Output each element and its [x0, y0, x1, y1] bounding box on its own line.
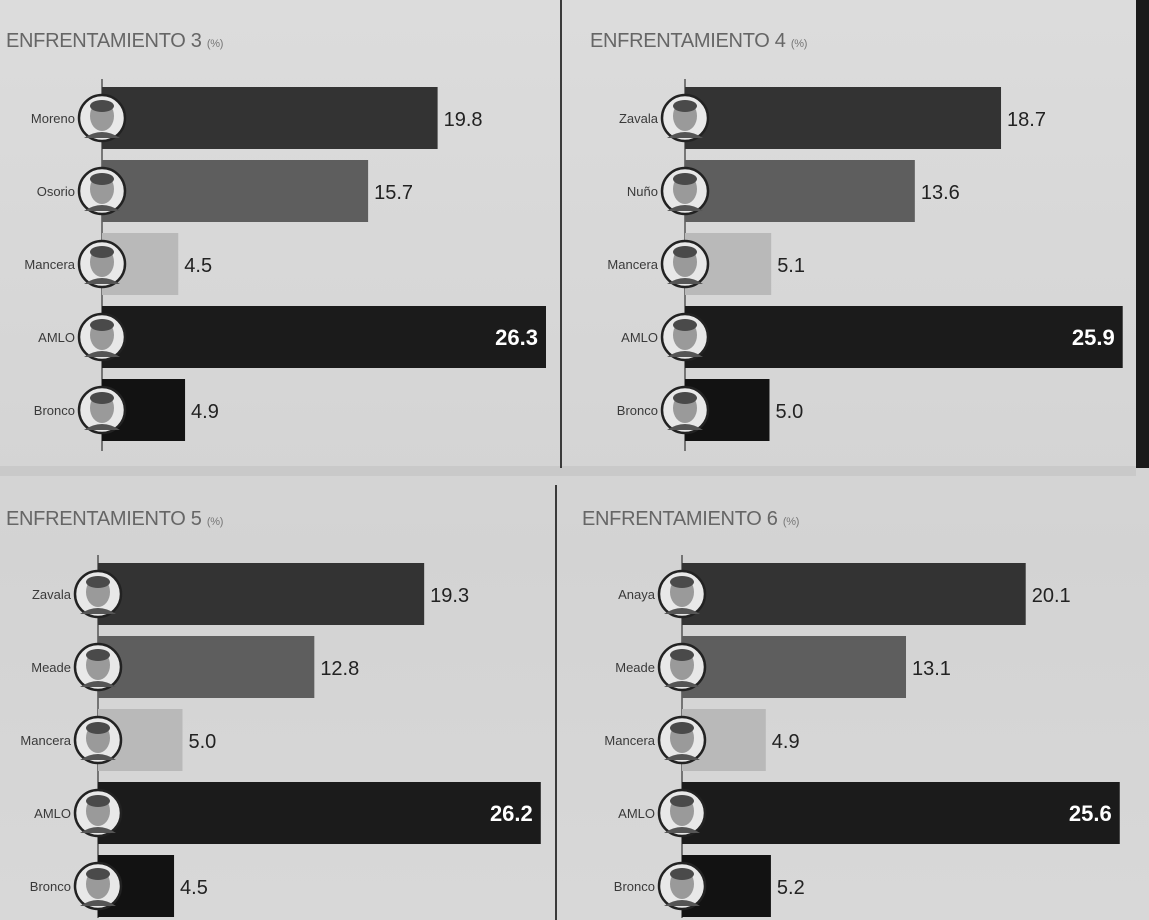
data-label: 4.9 [772, 731, 800, 753]
category-label: Zavala [619, 111, 659, 126]
bar-meade [682, 636, 907, 698]
bar-amlo [682, 782, 1120, 844]
candidate-photo-icon [657, 788, 707, 838]
bar-amlo [685, 306, 1123, 368]
category-label: Anaya [618, 587, 656, 602]
candidate-photo-icon [73, 642, 123, 692]
category-label: Bronco [614, 879, 655, 894]
category-label: Bronco [34, 403, 75, 418]
candidate-photo-icon [660, 239, 710, 289]
candidate-photo-icon [657, 569, 707, 619]
data-label: 18.7 [1007, 109, 1046, 131]
candidate-photo-icon [660, 93, 710, 143]
category-label: Mancera [607, 257, 658, 272]
data-label: 26.3 [495, 325, 538, 350]
category-label: Bronco [30, 879, 71, 894]
chart-title-unit: (%) [790, 38, 808, 50]
column-divider-top [560, 0, 562, 468]
category-label: Nuño [627, 184, 658, 199]
data-label: 19.3 [430, 585, 469, 607]
chart-title-unit: (%) [206, 38, 224, 50]
candidate-photo-icon [657, 715, 707, 765]
chart-title: ENFRENTAMIENTO 4 (%) [590, 30, 807, 53]
bar-chart: Anaya 20.1 Meade 13.1 Mancera 4.9 AMLO 25.6 Bron… [604, 555, 1120, 918]
chart-title: ENFRENTAMIENTO 3 (%) [6, 30, 223, 53]
bar-meade [98, 636, 315, 698]
category-label: Bronco [617, 403, 658, 418]
category-label: AMLO [34, 806, 71, 821]
data-label: 25.6 [1069, 801, 1112, 826]
bar-chart: Zavala 19.3 Meade 12.8 Mancera 5.0 AMLO 26.2 Bro… [20, 555, 541, 918]
category-label: Osorio [37, 184, 75, 199]
chart-enfrentamiento-4: ENFRENTAMIENTO 4 (%) Zavala 18.7 Nuño 13.6 M… [590, 30, 1135, 460]
section-divider [0, 466, 1136, 476]
category-label: Zavala [32, 587, 72, 602]
candidate-photo-icon [73, 569, 123, 619]
candidate-photo-icon [73, 861, 123, 911]
chart-title-text: ENFRENTAMIENTO 4 [590, 30, 786, 52]
chart-title-unit: (%) [782, 516, 800, 528]
candidate-photo-icon [660, 385, 710, 435]
bar-zavala [98, 563, 425, 625]
chart-title-text: ENFRENTAMIENTO 3 [6, 30, 202, 52]
data-label: 5.0 [776, 401, 804, 423]
candidate-photo-icon [77, 166, 127, 216]
data-label: 5.1 [777, 255, 805, 277]
candidate-photo-icon [657, 642, 707, 692]
chart-title: ENFRENTAMIENTO 6 (%) [582, 508, 799, 531]
chart-enfrentamiento-5: ENFRENTAMIENTO 5 (%) Zavala 19.3 Meade 12.8… [6, 508, 551, 920]
data-label: 5.0 [189, 731, 217, 753]
bar-osorio [102, 160, 369, 222]
candidate-photo-icon [77, 93, 127, 143]
bar-chart: Moreno 19.8 Osorio 15.7 Mancera 4.5 AMLO 26.3 Br… [24, 79, 546, 451]
bar-nuño [685, 160, 915, 222]
candidate-photo-icon [77, 385, 127, 435]
candidate-photo-icon [73, 788, 123, 838]
chart-title-unit: (%) [206, 516, 224, 528]
data-label: 15.7 [374, 182, 413, 204]
bar-amlo [98, 782, 541, 844]
data-label: 13.6 [921, 182, 960, 204]
data-label: 4.5 [184, 255, 212, 277]
category-label: Mancera [20, 733, 71, 748]
data-label: 5.2 [777, 877, 805, 899]
chart-title-text: ENFRENTAMIENTO 5 [6, 508, 202, 530]
data-label: 19.8 [444, 109, 483, 131]
category-label: Moreno [31, 111, 75, 126]
data-label: 26.2 [490, 801, 533, 826]
category-label: AMLO [621, 330, 658, 345]
category-label: AMLO [618, 806, 655, 821]
category-label: Meade [615, 660, 655, 675]
chart-title: ENFRENTAMIENTO 5 (%) [6, 508, 223, 531]
chart-title-text: ENFRENTAMIENTO 6 [582, 508, 778, 530]
bar-anaya [682, 563, 1026, 625]
bar-zavala [685, 87, 1002, 149]
candidate-photo-icon [77, 312, 127, 362]
bar-chart: Zavala 18.7 Nuño 13.6 Mancera 5.1 AMLO 25.9 Bron… [607, 79, 1123, 451]
bar-amlo [102, 306, 546, 368]
candidate-photo-icon [660, 312, 710, 362]
data-label: 20.1 [1032, 585, 1071, 607]
chart-enfrentamiento-3: ENFRENTAMIENTO 3 (%) Moreno 19.8 Osorio 15.… [6, 30, 556, 460]
category-label: Mancera [24, 257, 75, 272]
data-label: 4.5 [180, 877, 208, 899]
category-label: AMLO [38, 330, 75, 345]
data-label: 25.9 [1072, 325, 1115, 350]
category-label: Mancera [604, 733, 655, 748]
column-divider-bottom [555, 485, 557, 920]
page-edge-bar [1136, 0, 1149, 468]
data-label: 12.8 [320, 658, 359, 680]
candidate-photo-icon [77, 239, 127, 289]
data-label: 13.1 [912, 658, 951, 680]
data-label: 4.9 [191, 401, 219, 423]
category-label: Meade [31, 660, 71, 675]
candidate-photo-icon [73, 715, 123, 765]
chart-enfrentamiento-6: ENFRENTAMIENTO 6 (%) Anaya 20.1 Meade 13.1 M… [582, 508, 1136, 920]
candidate-photo-icon [657, 861, 707, 911]
bar-moreno [102, 87, 438, 149]
candidate-photo-icon [660, 166, 710, 216]
